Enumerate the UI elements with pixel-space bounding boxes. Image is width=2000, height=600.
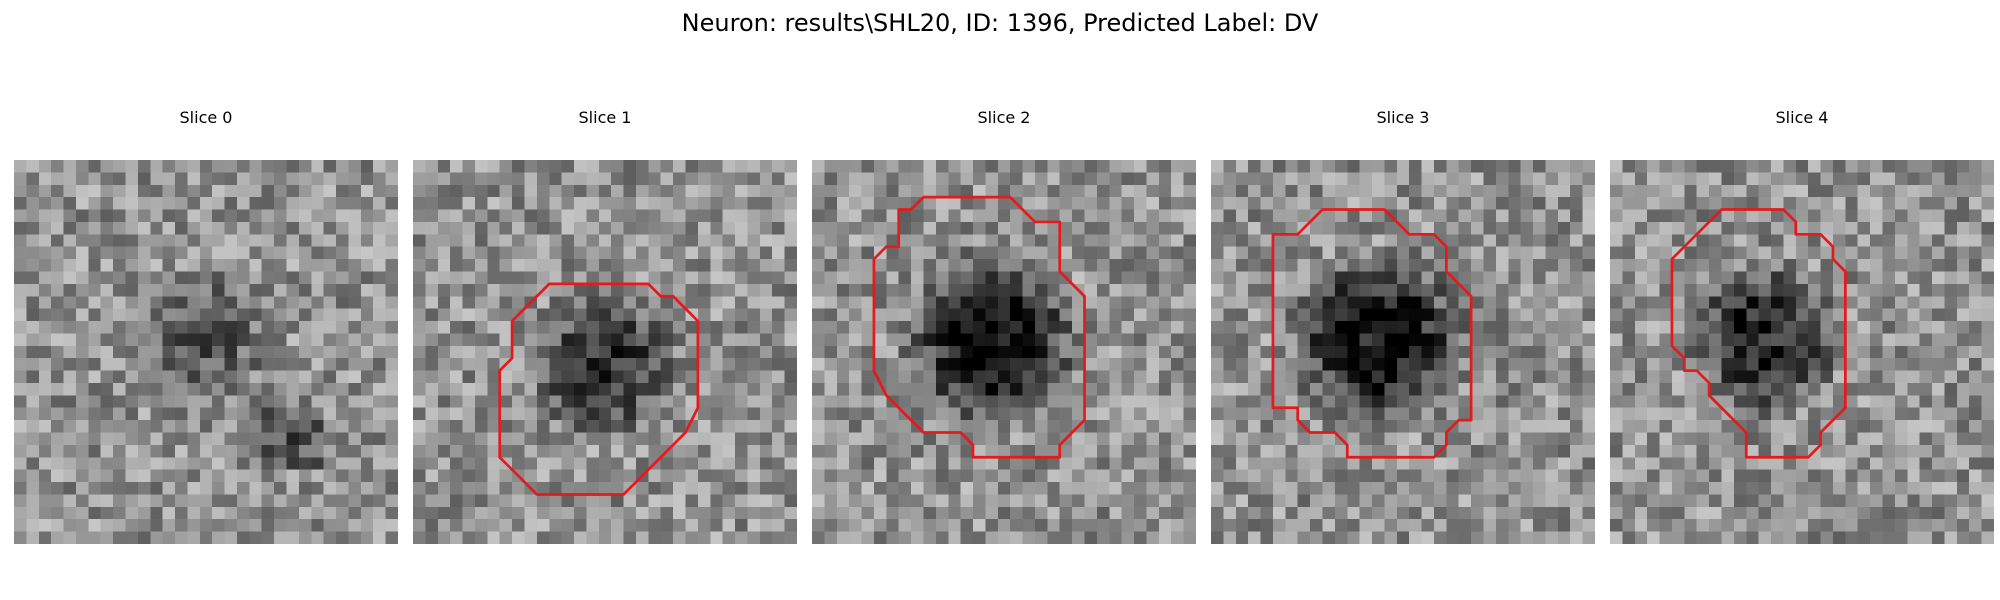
segmentation-contour bbox=[498, 282, 700, 496]
slice-image bbox=[812, 134, 1196, 544]
slice-image bbox=[14, 134, 398, 544]
slice-pixels bbox=[14, 160, 398, 544]
slice-title: Slice 3 bbox=[1376, 108, 1430, 127]
slice-image bbox=[1211, 134, 1595, 544]
slice-pixels bbox=[1610, 160, 1994, 544]
segmentation-contour bbox=[1271, 208, 1473, 459]
slice-panel-4: Slice 4 bbox=[1610, 108, 1994, 544]
slice-title: Slice 2 bbox=[977, 108, 1031, 127]
slice-overlay bbox=[498, 282, 700, 496]
slice-panel-0: Slice 0 bbox=[14, 108, 398, 544]
slice-panel-3: Slice 3 bbox=[1211, 108, 1595, 544]
slice-title: Slice 1 bbox=[578, 108, 632, 127]
slice-panel-1: Slice 1 bbox=[413, 108, 797, 544]
figure-title: Neuron: results\SHL20, ID: 1396, Predict… bbox=[681, 9, 1319, 37]
slice-overlay bbox=[1670, 208, 1847, 459]
slice-title: Slice 0 bbox=[179, 108, 233, 127]
slice-overlay bbox=[872, 195, 1086, 459]
slice-pixels bbox=[1211, 160, 1595, 544]
slice-image bbox=[1610, 134, 1994, 544]
slice-overlay bbox=[14, 160, 398, 544]
slice-pixels bbox=[413, 160, 797, 544]
slice-overlay bbox=[1271, 208, 1473, 459]
segmentation-contour bbox=[872, 195, 1086, 459]
slice-pixels bbox=[812, 160, 1196, 544]
slice-panel-2: Slice 2 bbox=[812, 108, 1196, 544]
slice-image bbox=[413, 134, 797, 544]
slice-title: Slice 4 bbox=[1775, 108, 1829, 127]
segmentation-contour bbox=[1670, 208, 1847, 459]
